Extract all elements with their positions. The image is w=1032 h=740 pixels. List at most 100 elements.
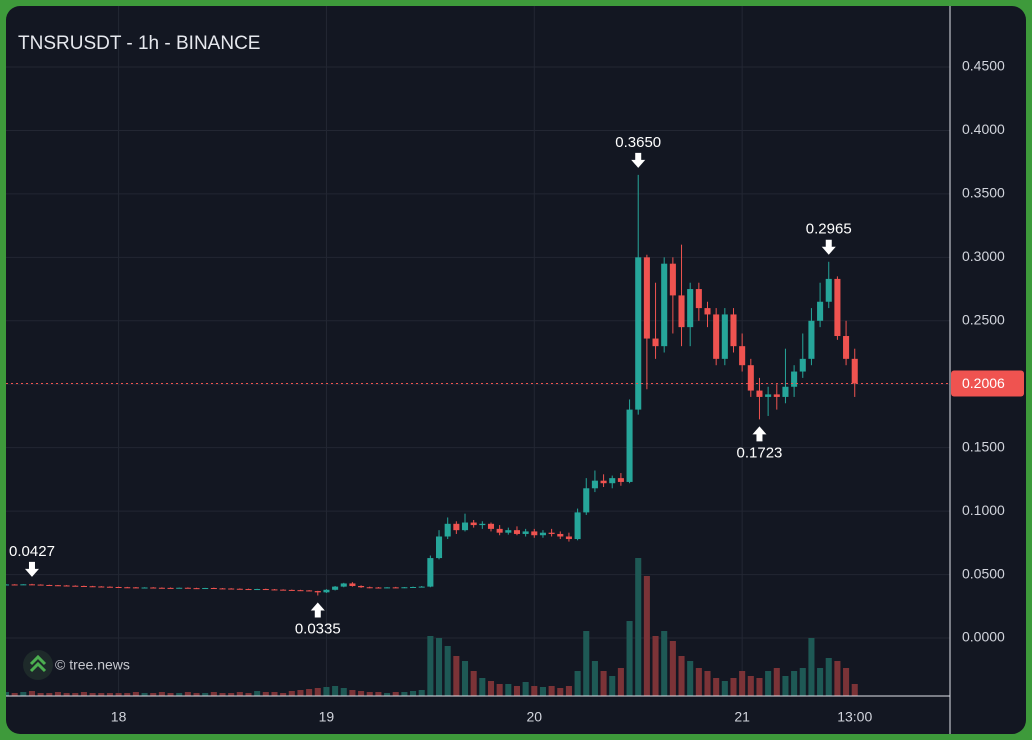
candle-body [141,587,148,589]
volume-bar [782,676,789,696]
candle-body [297,590,304,592]
chart: 0.00000.05000.10000.15000.20000.25000.30… [6,6,1024,734]
volume-bar [427,636,434,696]
volume-bar [565,686,572,696]
candle-body [54,585,61,587]
volume-bar [808,638,815,696]
volume-bar [288,691,295,696]
candle-body [808,320,815,359]
volume-bar [106,693,113,696]
y-tick-label: 0.0000 [962,629,1005,645]
volume-bar [132,692,139,696]
x-tick-label: 20 [527,709,543,725]
volume-bar [366,692,373,696]
volume-bar [574,671,581,696]
volume-bar [435,638,443,696]
volume-bar [505,684,512,696]
candle-body [635,257,642,410]
volume-bar [739,671,746,696]
candle-body [669,263,676,296]
y-tick-label: 0.0500 [962,565,1005,581]
volume-bar [54,692,61,696]
volume-bar [410,691,417,696]
candle-body [219,588,226,590]
candle-body [739,346,746,366]
candle-body [98,586,105,588]
volume-bar [791,671,798,696]
candle-body [271,589,278,591]
volume-bar [557,688,564,696]
candle-body [565,536,572,540]
candle-body [262,589,269,591]
plot-area [6,174,950,696]
volume-bar [210,692,217,696]
candle-body [626,409,633,482]
candle-body [617,478,624,482]
candle-body [132,587,139,589]
candle-body [202,588,209,590]
axes: 0.00000.05000.10000.15000.20000.25000.30… [111,58,1024,725]
annotation-label: 0.3650 [615,134,661,151]
y-tick-label: 0.3500 [962,185,1005,201]
volume-bar [262,692,269,696]
candle-body [245,589,252,591]
volume-bar [652,636,659,696]
volume-bar [747,676,754,696]
candle-body [773,394,780,397]
volume-bar [236,692,243,696]
candle-body [730,314,737,347]
y-tick-label: 0.4500 [962,58,1005,74]
volume-bar [843,668,850,696]
candle-body [791,371,798,387]
volume-bar [72,693,79,696]
candle-body [124,587,131,589]
volume-bar [297,690,304,696]
volume-bar [817,668,824,696]
last-price-box [951,370,1024,397]
x-tick-label: 19 [319,709,335,725]
volume-bar [358,691,365,696]
volume-bar [487,681,495,696]
volume-bar [626,621,633,696]
last-price-label: 0.2006 [962,375,1005,391]
watermark-text: © tree.news [55,657,130,673]
volume-bar [591,661,598,696]
candle-body [678,295,685,328]
volume-bar [167,693,174,696]
volume-bar [687,661,694,696]
candle-body [150,587,157,589]
volume-bar [392,692,399,696]
candle-body [643,257,650,339]
candle-body [713,314,720,359]
candle-body [427,558,434,587]
candle-body [340,583,347,587]
candle-body [366,587,373,589]
volume-bar [193,693,200,696]
candle-body [583,488,590,513]
candle-body [115,587,122,589]
volume-bar [124,693,131,696]
volume-bar [323,687,330,696]
annotation-arrow [752,426,767,442]
volume-bar [158,692,165,696]
candle-body [418,586,425,588]
candle-body [539,532,546,536]
candle-body [548,532,555,534]
candle-body [704,308,711,315]
volume-bar [184,692,191,696]
candle-body [228,588,235,590]
candle-body [6,584,10,586]
candle-body [332,586,339,590]
candle-body [609,478,616,484]
volume-bar [609,676,616,696]
candle-body [176,587,183,589]
volume-bar [314,688,321,696]
volume-bar [617,668,624,696]
candle-body [843,336,850,359]
candle-body [306,590,313,592]
volume-bar [28,691,36,696]
volume-bar [548,686,555,696]
y-tick-label: 0.4000 [962,121,1005,137]
annotation-arrow [631,152,646,168]
candle-body [46,584,53,586]
